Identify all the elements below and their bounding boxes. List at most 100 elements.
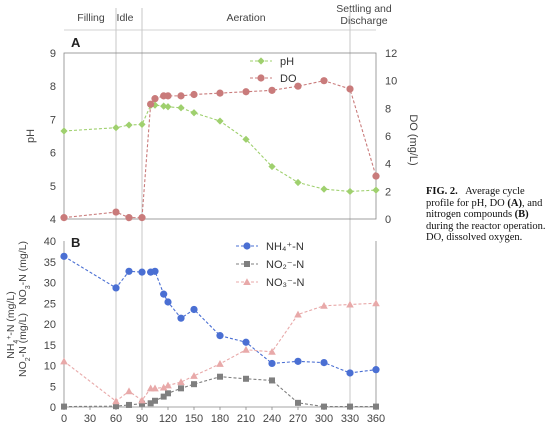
panel-a-ytick-left: 9 xyxy=(50,48,56,60)
nh4-series-point xyxy=(60,252,68,260)
panel-a-ytick-right: 6 xyxy=(385,131,391,143)
caption-panel-a: (A) xyxy=(507,197,522,209)
no2-series-point xyxy=(165,390,171,397)
no3-series-point xyxy=(159,383,168,391)
no3-series-line xyxy=(63,302,377,402)
nh4-series-point xyxy=(160,290,168,298)
panel-a-ytick-right: 12 xyxy=(385,48,397,60)
panel-b-xtick-label: 150 xyxy=(185,413,203,425)
panel-a-ylabel-left: pH xyxy=(25,129,37,143)
no3-series-point xyxy=(190,372,198,379)
no2-series-point xyxy=(126,401,132,408)
caption-text-3: during the reactor operation. DO, dissol… xyxy=(426,220,546,244)
no3-series-point xyxy=(242,345,250,353)
ph-series-point xyxy=(60,127,68,135)
nh4-series-point xyxy=(190,305,198,314)
panel-a-ytick-left: 6 xyxy=(50,148,56,160)
no2-series-point xyxy=(243,375,249,382)
panel-b-letter: B xyxy=(71,235,80,250)
no2-series-point xyxy=(347,403,353,410)
legend-nh4-marker xyxy=(243,242,251,250)
no2-series-line xyxy=(63,376,376,408)
ph-series-point xyxy=(190,109,198,117)
legend-do-label: DO xyxy=(280,73,297,85)
no2-series-point xyxy=(113,403,119,410)
panel-b-ytick: 5 xyxy=(50,381,56,393)
phase-label-aeration: Aeration xyxy=(226,12,265,24)
panel-a-ylabel-right: DO (mg/L) xyxy=(407,114,419,165)
panel-a-ytick-left: 4 xyxy=(50,214,56,226)
do-series-point xyxy=(125,214,133,222)
ph-series-point xyxy=(320,185,328,193)
do-series-line xyxy=(63,80,377,219)
ph-series-point xyxy=(268,162,276,171)
do-series-point xyxy=(242,88,250,96)
ph-series-point xyxy=(216,117,224,125)
no2-series-point xyxy=(147,400,154,407)
panel-b-xtick-label: 240 xyxy=(263,413,281,425)
legend-no3-label: NO₃⁻-N xyxy=(266,277,304,289)
panel-b-xtick-label: 60 xyxy=(110,413,122,425)
no2-series-point xyxy=(160,393,167,400)
no3-series-point xyxy=(177,378,185,386)
panel-a-ytick-left: 7 xyxy=(50,114,56,126)
panel-b-xtick-label: 270 xyxy=(289,413,307,425)
nh4-series-point xyxy=(138,268,146,276)
no3-series-point xyxy=(268,348,276,355)
panel-b-xtick-label: 360 xyxy=(367,413,385,425)
no2-series-point xyxy=(321,403,327,410)
nh4-series-point xyxy=(320,358,328,367)
ph-series-point xyxy=(164,103,172,111)
figure-caption: FIG. 2. Average cycle profile for pH, DO… xyxy=(426,186,552,244)
panel-b-xtick-label: 300 xyxy=(315,413,333,425)
nh4-series-point xyxy=(125,267,133,275)
panel-a-frame xyxy=(63,52,377,220)
phase-label-settling-line1: Settling and xyxy=(336,3,392,15)
do-series-point xyxy=(372,172,380,180)
no2-series-point xyxy=(295,399,301,406)
ph-series-point xyxy=(346,187,354,196)
nh4-series-point xyxy=(346,369,354,377)
panel-b-ylabel-no2: NO2-N (mg/L) xyxy=(17,313,32,377)
panel-b-xtick-label: 120 xyxy=(159,413,177,425)
caption-panel-b: (B) xyxy=(514,209,529,220)
no2-series-point xyxy=(373,403,379,410)
no2-series-point xyxy=(217,373,223,380)
no2-series-point xyxy=(61,403,67,410)
ph-series-point xyxy=(160,102,168,110)
panel-b-xtick-label: 180 xyxy=(211,413,229,425)
panel-b-xtick-label: 210 xyxy=(237,413,255,425)
panel-a-letter: A xyxy=(71,35,81,50)
do-series-point xyxy=(320,77,328,85)
panel-a-ytick-right: 2 xyxy=(385,186,391,198)
do-series-point xyxy=(60,214,68,222)
caption-text-1: Average cycle profile for pH, DO xyxy=(426,186,525,209)
no3-series-point xyxy=(125,387,133,395)
panel-a-ytick-right: 8 xyxy=(385,103,391,115)
do-series-point xyxy=(190,90,198,99)
do-series-point xyxy=(177,92,185,100)
no2-series-point xyxy=(139,400,145,407)
no3-series-point xyxy=(151,384,159,392)
nh4-series-point xyxy=(372,366,380,374)
do-series-point xyxy=(216,89,224,97)
panel-b-ytick: 40 xyxy=(44,236,56,248)
panel-a-ytick-right: 10 xyxy=(385,76,397,88)
panel-b-ylabel-no3: NO3-N (mg/L) xyxy=(17,241,32,305)
legend-no2-marker xyxy=(244,261,250,267)
no2-series-point xyxy=(269,377,275,384)
ph-series-point xyxy=(125,121,133,129)
phase-label-settling-line2: Discharge xyxy=(340,15,387,27)
no2-series-point xyxy=(152,397,158,404)
do-series-point xyxy=(151,95,159,103)
do-series-point xyxy=(164,92,172,100)
panel-a-ytick-right: 0 xyxy=(385,214,391,226)
caption-fig-number: FIG. 2. xyxy=(426,186,458,197)
legend-nh4-label: NH₄⁺-N xyxy=(266,241,304,253)
panel-b-xtick-label: 330 xyxy=(341,413,359,425)
legend-no3-marker xyxy=(243,278,251,285)
nh4-series-point xyxy=(216,332,224,340)
no3-series-point xyxy=(216,360,224,367)
no3-series-point xyxy=(372,299,380,307)
